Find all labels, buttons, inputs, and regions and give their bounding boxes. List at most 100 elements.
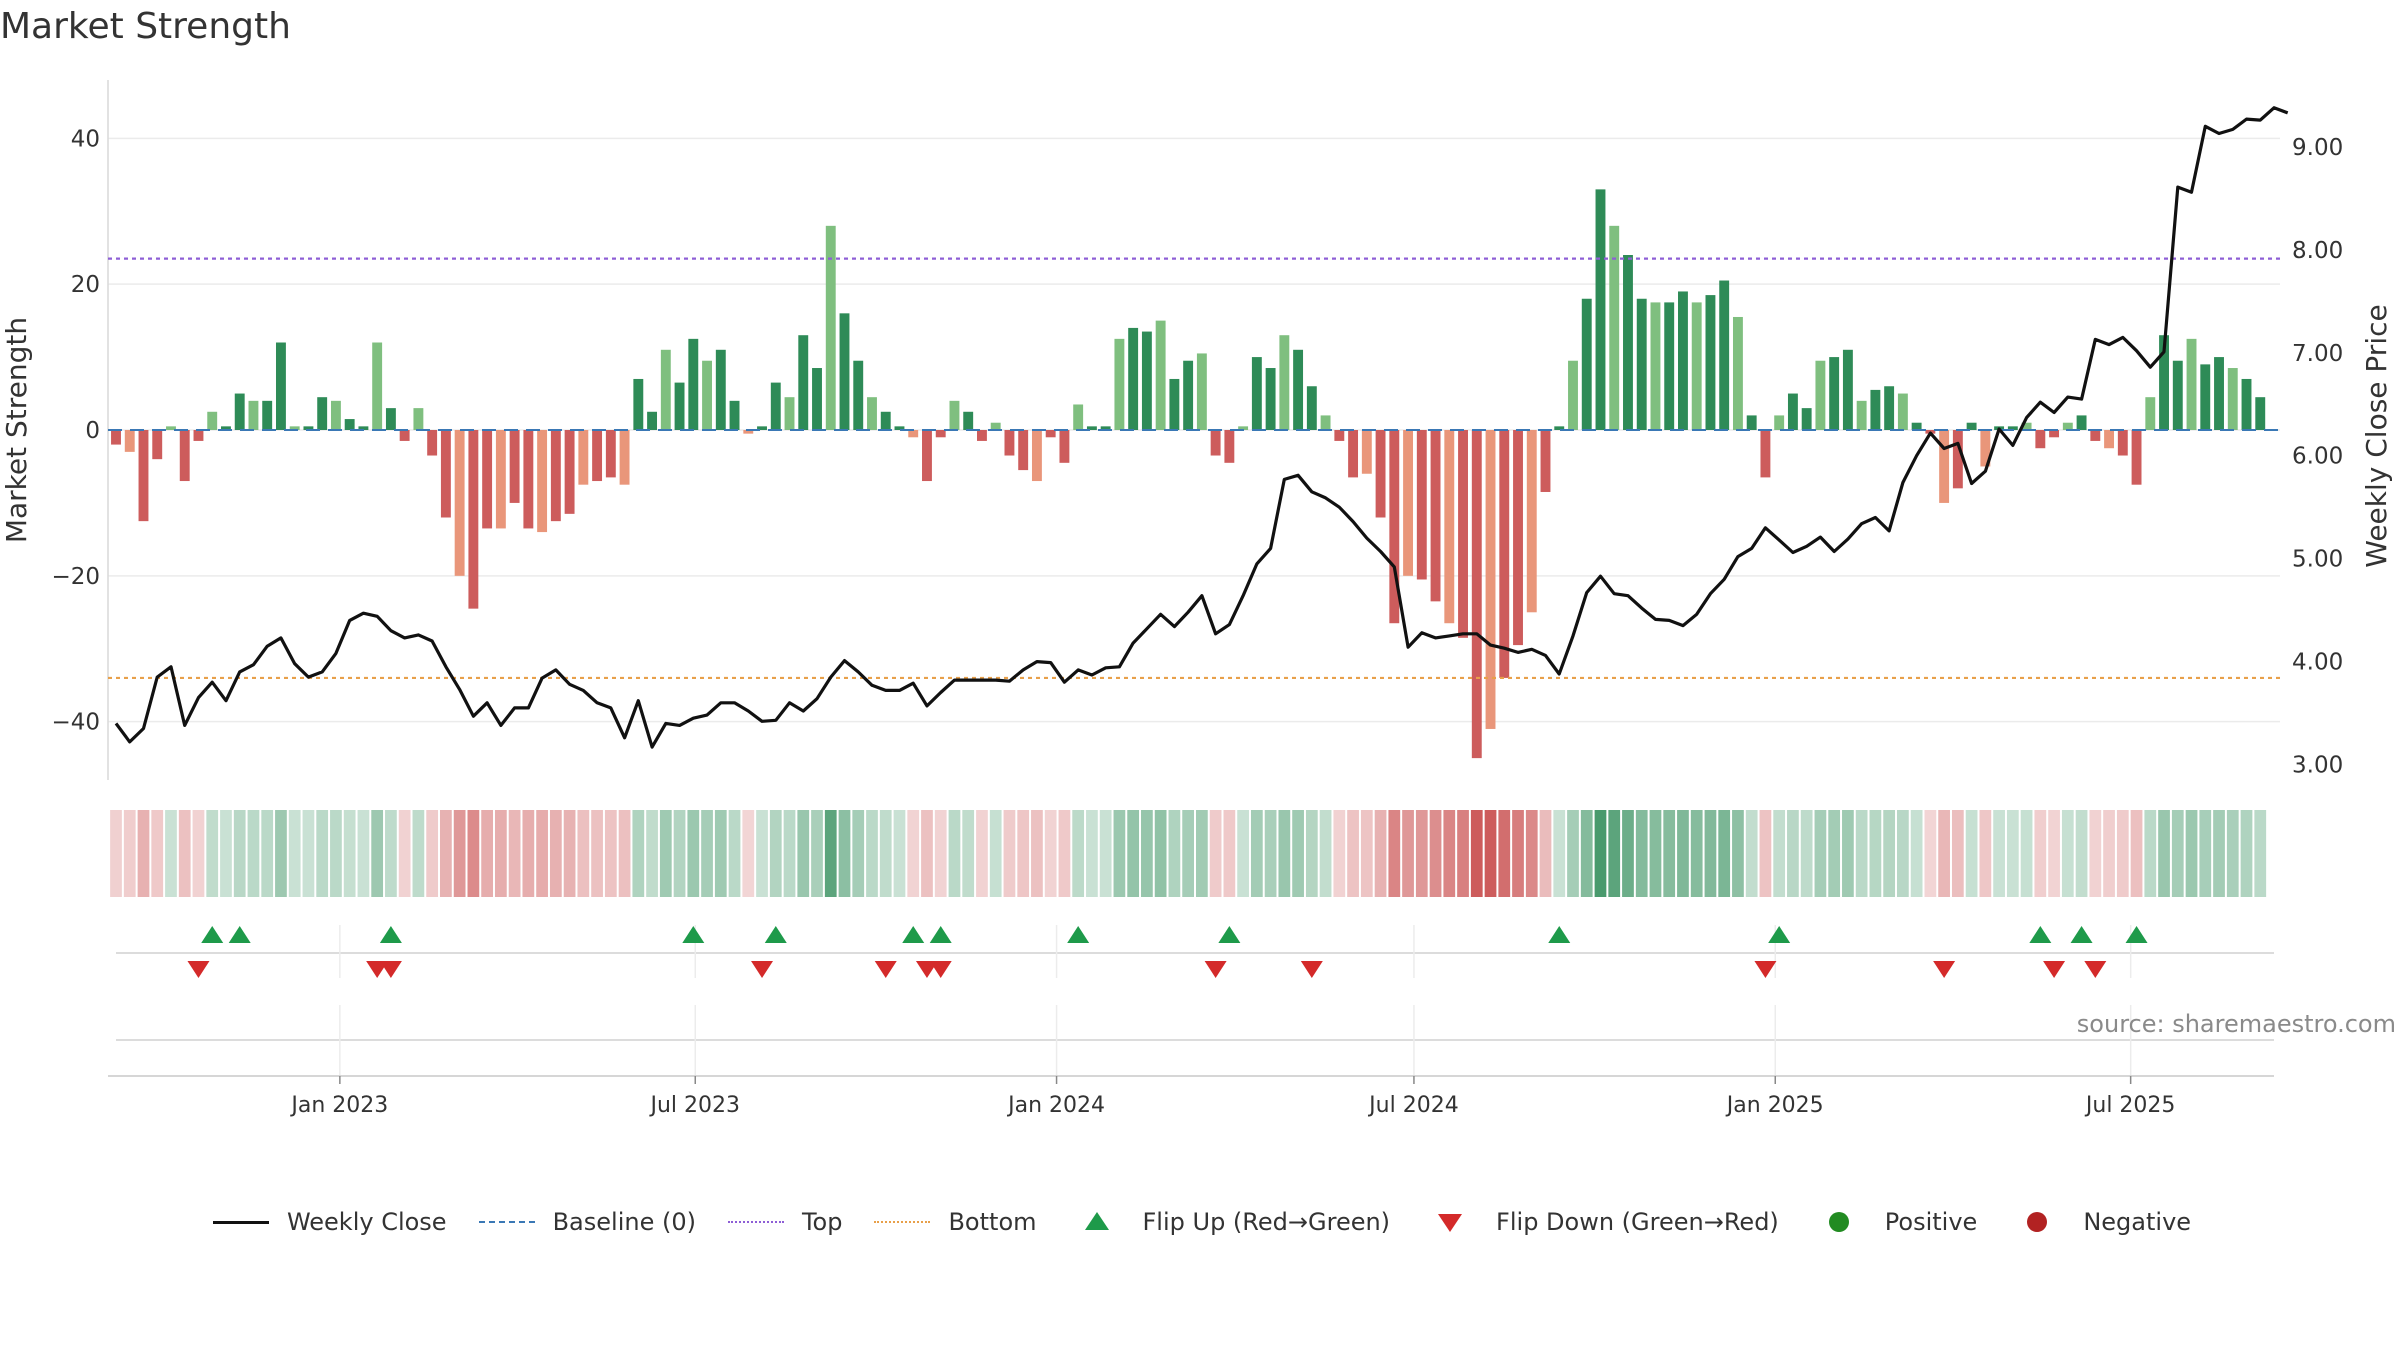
heat-cell: [1127, 810, 1140, 897]
heat-cell: [1814, 810, 1827, 897]
y-axis-label: Market Strength: [0, 317, 33, 543]
heat-cell: [110, 810, 122, 897]
heat-cell: [1209, 810, 1222, 897]
heat-cell: [1278, 810, 1291, 897]
legend-symbol: [870, 1212, 934, 1232]
legend-line-swatch: [212, 1221, 269, 1224]
heat-cell: [1787, 810, 1799, 897]
heat-cell: [1979, 810, 1992, 897]
heat-cell: [398, 810, 411, 897]
strength-bar: [1251, 357, 1262, 430]
strength-bar: [729, 400, 740, 430]
strength-bar: [1732, 316, 1743, 430]
strength-bar: [963, 411, 974, 430]
heat-cell: [1031, 810, 1043, 897]
strength-bar: [1815, 360, 1826, 430]
triangle-down-icon: [1438, 1214, 1463, 1232]
heat-cell: [1649, 810, 1662, 897]
strength-bar: [1416, 430, 1427, 580]
strength-bar: [1774, 415, 1785, 430]
heat-cell: [1292, 810, 1304, 897]
heat-cell: [1072, 810, 1085, 897]
heat-cell: [1360, 810, 1373, 897]
strength-bar: [990, 422, 1001, 430]
heat-cell: [206, 810, 219, 897]
legend-label: Positive: [1884, 1208, 1978, 1236]
strength-bar: [1361, 430, 1372, 474]
strength-bar: [1678, 291, 1688, 430]
strength-bar: [193, 430, 204, 441]
strength-bar: [1444, 430, 1455, 624]
legend-symbol: [1418, 1212, 1482, 1232]
heat-cell: [1484, 810, 1497, 897]
strength-bar: [1086, 426, 1097, 430]
y2-axis-label: Weekly Close Price: [2360, 304, 2393, 567]
heat-cell: [976, 810, 988, 897]
heat-cell: [2130, 810, 2143, 897]
strength-bar: [757, 426, 767, 430]
heat-cell: [563, 810, 576, 897]
strength-bar: [1966, 422, 1977, 430]
y-tick-label: −40: [51, 710, 100, 736]
heat-cell: [2199, 810, 2212, 897]
flip-down-marker: [929, 961, 952, 978]
strength-bar: [1073, 404, 1084, 430]
legend-symbol: [209, 1212, 273, 1232]
heat-cell: [824, 810, 837, 897]
strength-bar: [605, 430, 616, 478]
heat-cell: [783, 810, 796, 897]
heat-cell: [1883, 810, 1896, 897]
strength-bar: [633, 378, 644, 430]
heat-cell: [316, 810, 329, 897]
strength-bar: [1540, 430, 1551, 492]
x-tick-label: Jan 2023: [289, 1093, 388, 1118]
strength-bar: [2131, 430, 2142, 485]
heat-cell: [1333, 810, 1346, 897]
heat-cell: [522, 810, 535, 897]
heat-cell: [2103, 810, 2115, 897]
heat-cell: [165, 810, 177, 897]
heat-cell: [632, 810, 645, 897]
heat-cell: [1374, 810, 1387, 897]
x-tick-label: Jul 2024: [1367, 1093, 1459, 1118]
heat-cell: [2048, 810, 2060, 897]
heat-cell: [1512, 810, 1524, 897]
strength-bar: [468, 430, 479, 609]
heat-cell: [1113, 810, 1126, 897]
y2-tick-label: 3.00: [2292, 753, 2343, 779]
strength-bar: [1636, 298, 1647, 430]
heat-cell: [2075, 810, 2088, 897]
heat-cell: [330, 810, 342, 897]
y2-tick-label: 9.00: [2292, 135, 2343, 161]
strength-bar: [977, 430, 987, 441]
heat-cell: [646, 810, 658, 897]
flip-up-marker: [1548, 926, 1571, 943]
strength-bar: [935, 430, 946, 438]
strength-bar: [674, 382, 685, 430]
strength-bar: [2007, 426, 2018, 430]
flip-up-marker: [929, 926, 952, 943]
heat-cell: [2254, 810, 2267, 897]
y-tick-label: 20: [71, 272, 100, 298]
heat-cell: [123, 810, 136, 897]
strength-bar: [1829, 357, 1840, 430]
heat-cell: [1951, 810, 1964, 897]
heat-cell: [1402, 810, 1414, 897]
chart-legend: Weekly Close Baseline (0) Top Bottom Flip Up…: [0, 1208, 2400, 1236]
strength-bar: [853, 360, 864, 430]
heat-cell: [1690, 810, 1703, 897]
strength-bar: [1471, 430, 1482, 759]
strength-bar: [1526, 430, 1537, 613]
strength-bar: [578, 430, 589, 485]
heat-cell: [1498, 810, 1511, 897]
page-title: Market Strength: [0, 6, 291, 47]
strength-bar: [330, 400, 341, 430]
heat-cell: [1965, 810, 1978, 897]
strength-bar: [1650, 302, 1661, 430]
flip-up-marker: [201, 926, 224, 943]
legend-symbol: [475, 1212, 539, 1232]
heat-cell: [247, 810, 260, 897]
strength-bar: [922, 430, 932, 482]
strength-bar: [1911, 422, 1922, 430]
strength-bar: [1279, 335, 1290, 430]
